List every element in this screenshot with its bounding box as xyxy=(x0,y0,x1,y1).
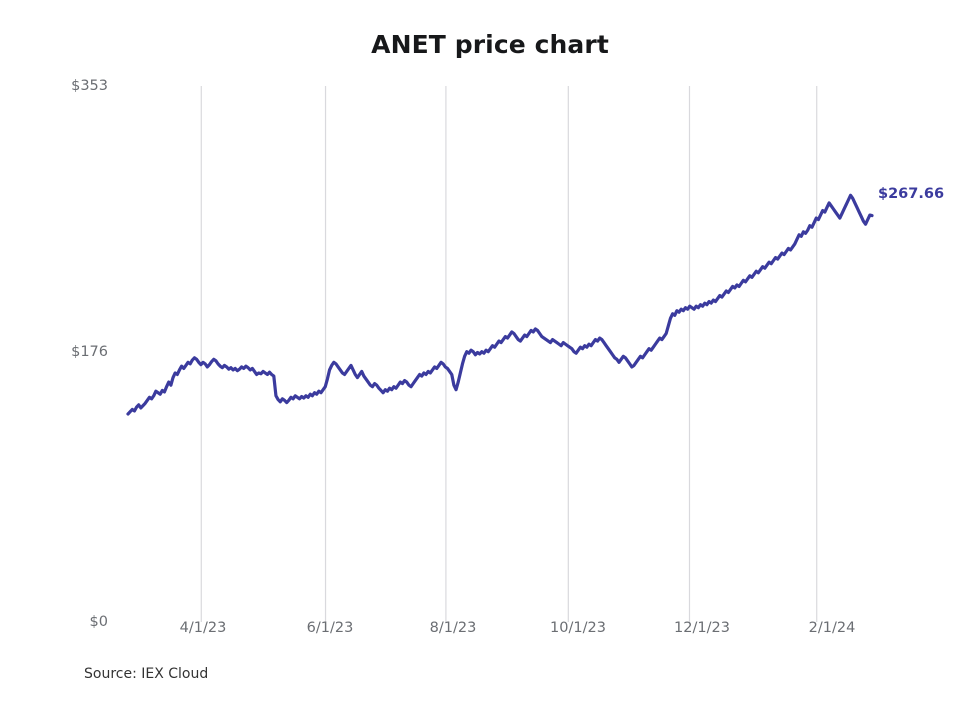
last-price-annotation: $267.66 xyxy=(878,185,945,202)
y-axis: $353 $176 $0 xyxy=(0,0,108,699)
y-axis-label-mid: $176 xyxy=(71,344,108,360)
x-axis-tick-label-2: 6/1/23 xyxy=(306,620,354,636)
x-axis-tick-label-4: 10/1/23 xyxy=(550,620,606,636)
y-axis-label-min: $0 xyxy=(89,614,108,630)
page-title: ANET price chart xyxy=(371,30,609,59)
x-axis-tick-label-6: 2/1/24 xyxy=(808,620,856,636)
source-attribution: Source: IEX Cloud xyxy=(84,666,209,682)
price-line-path xyxy=(126,193,874,416)
y-axis-label-max: $353 xyxy=(71,78,108,94)
x-axis-tick-label-5: 12/1/23 xyxy=(674,620,730,636)
x-axis-tick-label-3: 8/1/23 xyxy=(429,620,477,636)
x-axis-tick-label-1: 4/1/23 xyxy=(179,620,227,636)
